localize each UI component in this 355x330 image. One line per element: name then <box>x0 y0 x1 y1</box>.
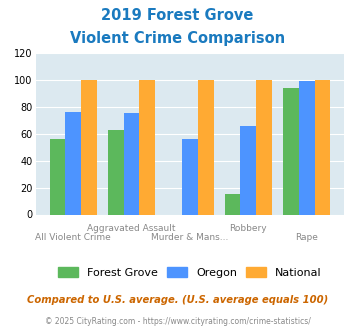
Bar <box>225 194 240 214</box>
Text: Rape: Rape <box>295 233 318 242</box>
Bar <box>299 81 315 214</box>
Text: All Violent Crime: All Violent Crime <box>35 233 111 242</box>
Bar <box>256 80 272 214</box>
Bar <box>108 130 124 214</box>
Bar <box>81 80 97 214</box>
Bar <box>65 112 81 214</box>
Text: Robbery: Robbery <box>229 224 267 233</box>
Bar <box>198 80 214 214</box>
Text: Violent Crime Comparison: Violent Crime Comparison <box>70 31 285 46</box>
Bar <box>283 88 299 214</box>
Legend: Forest Grove, Oregon, National: Forest Grove, Oregon, National <box>56 265 324 280</box>
Text: Murder & Mans...: Murder & Mans... <box>151 233 229 242</box>
Bar <box>182 139 198 214</box>
Bar <box>50 139 65 214</box>
Bar <box>315 80 330 214</box>
Bar <box>124 114 140 214</box>
Text: © 2025 CityRating.com - https://www.cityrating.com/crime-statistics/: © 2025 CityRating.com - https://www.city… <box>45 317 310 326</box>
Text: 2019 Forest Grove: 2019 Forest Grove <box>101 8 254 23</box>
Text: Aggravated Assault: Aggravated Assault <box>87 224 176 233</box>
Text: Compared to U.S. average. (U.S. average equals 100): Compared to U.S. average. (U.S. average … <box>27 295 328 305</box>
Bar <box>140 80 155 214</box>
Bar <box>240 126 256 214</box>
